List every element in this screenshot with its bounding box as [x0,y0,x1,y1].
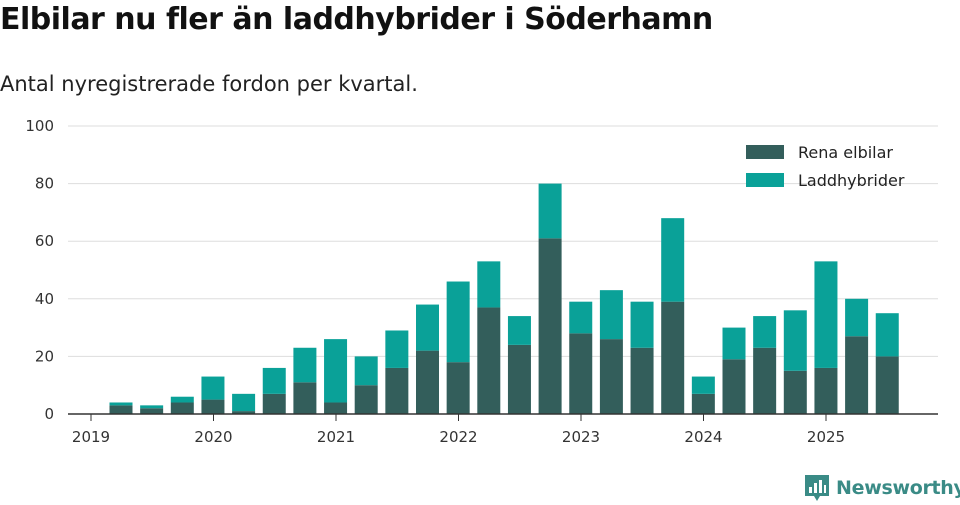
bar-laddhybrider [722,327,746,360]
x-tick-label: 2020 [194,428,232,446]
y-tick-label: 80 [35,175,54,193]
bar-elbilar [262,393,286,414]
bar-laddhybrider [262,367,286,394]
y-tick-label: 0 [44,405,54,423]
bar-elbilar [201,399,225,414]
x-tick-label: 2022 [439,428,477,446]
legend-swatch-elbilar [746,145,784,159]
newsworthy-logo-icon [805,475,829,501]
bar-elbilar [538,238,562,414]
bar-elbilar [385,367,409,414]
bar-laddhybrider [293,347,317,383]
x-tick-label: 2025 [807,428,845,446]
bar-elbilar [477,307,501,414]
bar-elbilar [814,367,838,414]
bar-laddhybrider [753,316,777,348]
x-tick-label: 2019 [72,428,110,446]
chart-subtitle: Antal nyregistrerade fordon per kvartal. [0,72,418,96]
bar-laddhybrider [324,339,348,403]
bar-elbilar [753,347,777,414]
bar-elbilar [232,411,256,414]
bar-laddhybrider [630,301,654,348]
bar-laddhybrider [354,356,378,386]
bar-elbilar [691,393,715,414]
x-tick-label: 2021 [317,428,355,446]
legend: Rena elbilar Laddhybrider [746,143,905,190]
bar-laddhybrider [661,218,685,302]
bar-elbilar [661,301,685,414]
bar-elbilar [140,408,164,414]
x-tick-label: 2024 [684,428,722,446]
bar-elbilar [722,359,746,414]
legend-label-elbilar: Rena elbilar [798,143,893,162]
bar-laddhybrider [232,393,256,412]
bar-elbilar [845,336,869,414]
bar-laddhybrider [109,402,133,406]
bar-laddhybrider [875,313,899,357]
bar-laddhybrider [783,310,807,371]
bar-elbilar [630,347,654,414]
bar-laddhybrider [477,261,501,308]
bars [109,183,899,414]
axes: 0 20 40 60 80 100 2019 2020 2021 2022 2023 2024 2025 [25,117,938,446]
brand-name: Newsworthy [836,477,960,499]
bar-elbilar [354,385,378,414]
bar-laddhybrider [140,405,164,409]
y-tick-label: 60 [35,232,54,250]
bar-laddhybrider [691,376,715,394]
bar-elbilar [783,370,807,414]
bar-elbilar [170,402,194,414]
bar-elbilar [569,333,593,414]
bar-laddhybrider [385,330,409,368]
brand-logo: Newsworthy [804,474,960,502]
bar-laddhybrider [201,376,225,400]
bar-elbilar [109,405,133,414]
y-tick-label: 100 [25,117,54,135]
y-tick-label: 20 [35,347,54,365]
bar-laddhybrider [446,281,470,363]
bar-laddhybrider [507,316,531,345]
bar-laddhybrider [538,183,562,239]
bar-laddhybrider [170,396,194,403]
bar-elbilar [599,339,623,414]
bar-laddhybrider [599,290,623,340]
bar-elbilar [875,356,899,414]
bar-elbilar [446,362,470,414]
y-tick-label: 40 [35,290,54,308]
legend-swatch-laddhybrider [746,173,784,187]
chart-title: Elbilar nu fler än laddhybrider i Söderh… [0,2,713,37]
legend-label-laddhybrider: Laddhybrider [798,171,905,190]
bar-laddhybrider [814,261,838,368]
x-tick-label: 2023 [562,428,600,446]
bar-laddhybrider [569,301,593,334]
bar-elbilar [324,402,348,414]
bar-laddhybrider [416,304,439,351]
bar-elbilar [507,344,531,414]
bar-elbilar [416,350,439,414]
bar-elbilar [293,382,317,414]
bar-laddhybrider [845,298,869,337]
